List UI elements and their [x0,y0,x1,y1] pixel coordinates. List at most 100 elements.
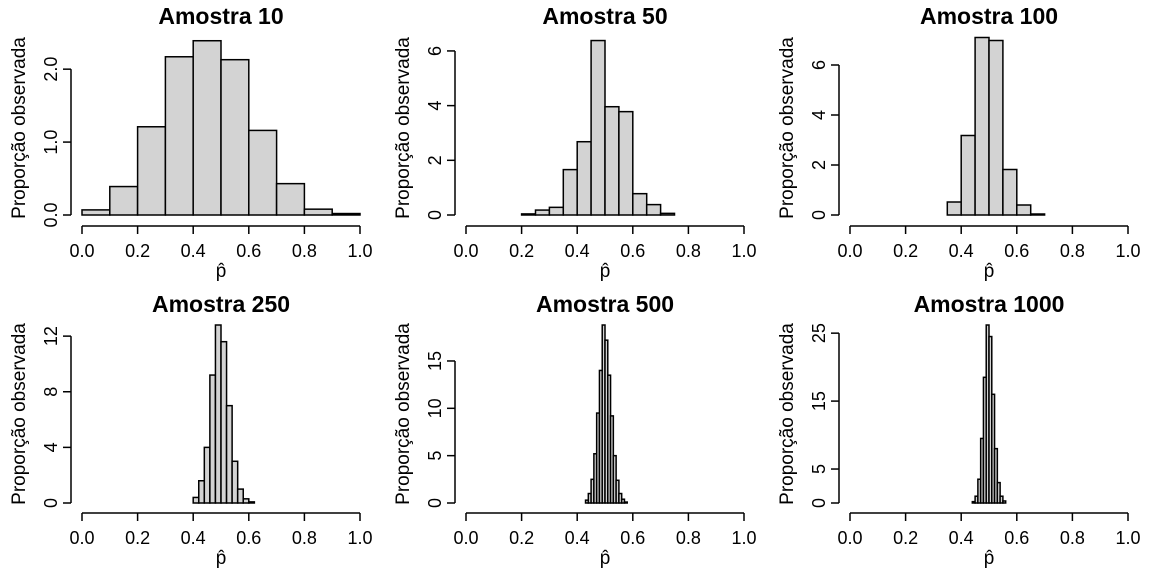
histogram-bar [988,39,1004,216]
histogram-bar [198,480,206,504]
y-axis-label: Proporção observada [393,37,414,219]
chart-title: Amostra 1000 [914,291,1065,317]
x-tick-label: 0.6 [236,241,261,261]
y-axis-label: Proporção observada [777,323,798,505]
x-tick-label: 0.2 [509,528,534,548]
y-tick-label: 4 [41,442,61,452]
y-tick-label: 5 [809,464,829,474]
x-axis-label: p̂ [216,548,227,569]
x-tick-label: 0.0 [453,528,478,548]
y-tick-label: 1.0 [41,130,61,155]
y-axis-label: Proporção observada [9,37,30,219]
histogram-bar [618,110,634,216]
x-tick-label: 0.8 [292,528,317,548]
histogram-bar [615,479,620,504]
x-tick-label: 1.0 [731,528,756,548]
histogram-bar [192,496,200,504]
x-tick-label: 0.2 [125,241,150,261]
y-tick-label: 5 [425,451,445,461]
x-tick-label: 0.0 [837,528,862,548]
histogram-panel: Amostra 10 0.0 0.2 0.4 0.6 0.8 1.0 p̂ 0.0 1.0 2.0 P… [9,3,373,282]
x-tick-label: 1.0 [1115,241,1140,261]
x-axis-label: p̂ [600,548,611,569]
histogram-panel: Amostra 500 0.0 0.2 0.4 0.6 0.8 1.0 p̂ 0 5 10 15 Pro… [393,291,757,569]
histogram-bar [231,460,239,504]
y-tick-label: 0.0 [41,202,61,227]
x-axis-label: p̂ [984,548,995,569]
x-tick-label: 0.6 [620,528,645,548]
histogram-bar [1002,168,1018,216]
chart-title: Amostra 500 [536,291,674,317]
histogram-bar [548,206,565,216]
y-tick-label: 4 [809,110,829,120]
y-tick-label: 4 [425,101,445,111]
histogram-bar [81,209,111,216]
histogram-bar [534,209,551,216]
histogram-bar [562,168,578,216]
histogram-bar [960,134,976,216]
y-tick-label: 2.0 [41,57,61,82]
histogram-bar [612,454,617,504]
x-tick-label: 1.0 [731,241,756,261]
y-tick-label: 6 [809,60,829,70]
histogram-panel: Amostra 250 0.0 0.2 0.4 0.6 0.8 1.0 p̂ 0 4 8 12 Prop… [9,291,373,569]
x-tick-label: 0.0 [453,241,478,261]
x-tick-label: 0.4 [565,241,590,261]
histogram-bar [946,201,962,216]
histogram-bar [993,447,999,504]
x-tick-label: 0.6 [620,241,645,261]
histogram-bar [331,212,361,216]
histogram-bar [1002,500,1007,504]
histogram-bar [999,495,1004,504]
histogram-bar [236,488,244,504]
histogram-bar [576,140,592,216]
histogram-bar [209,374,217,504]
x-tick-label: 1.0 [347,241,372,261]
histogram-bar [136,126,167,216]
histogram-bar [618,492,623,504]
x-tick-label: 0.4 [181,241,206,261]
histogram-bar [225,404,233,504]
y-axis-label: Proporção observada [777,37,798,219]
x-tick-label: 0.0 [69,241,94,261]
x-tick-label: 0.2 [125,528,150,548]
histogram-bar [303,208,333,216]
histogram-panel: Amostra 1000 0.0 0.2 0.4 0.6 0.8 1.0 p̂ 0 5 15 25 Pr… [777,291,1141,569]
y-axis-label: Proporção observada [393,323,414,505]
histogram-bar [248,501,256,504]
histogram-bar [220,340,228,504]
histogram-bar [974,36,990,216]
y-tick-label: 12 [41,326,61,346]
y-tick-label: 15 [425,351,445,371]
x-tick-label: 1.0 [1115,528,1140,548]
x-tick-label: 0.4 [181,528,206,548]
histogram-bar [275,182,306,216]
x-tick-label: 0.0 [69,528,94,548]
histogram-bar [192,39,222,216]
y-tick-label: 0 [809,210,829,220]
x-tick-label: 0.2 [509,241,534,261]
y-axis-label: Proporção observada [9,323,30,505]
histogram-bar [520,213,537,216]
x-tick-label: 0.0 [837,241,862,261]
x-tick-label: 0.4 [949,241,974,261]
histogram-bar [214,324,222,504]
histogram-bar [1016,204,1032,216]
chart-title: Amostra 100 [920,3,1058,29]
histogram-panel: Amostra 50 0.0 0.2 0.4 0.6 0.8 1.0 p̂ 0 2 4 6 Propor… [393,3,757,282]
x-axis-label: p̂ [216,261,227,282]
histogram-bar [623,501,628,504]
histogram-bar [242,498,250,504]
histogram-bar [659,212,676,216]
x-tick-label: 0.8 [676,241,701,261]
x-tick-label: 0.8 [292,241,317,261]
x-tick-label: 0.8 [1060,528,1085,548]
x-tick-label: 0.2 [893,528,918,548]
x-tick-label: 0.6 [1004,528,1029,548]
x-tick-label: 0.4 [949,528,974,548]
y-tick-label: 2 [809,160,829,170]
x-axis-label: p̂ [600,261,611,282]
y-tick-label: 15 [809,391,829,411]
histogram-bar [164,56,194,216]
